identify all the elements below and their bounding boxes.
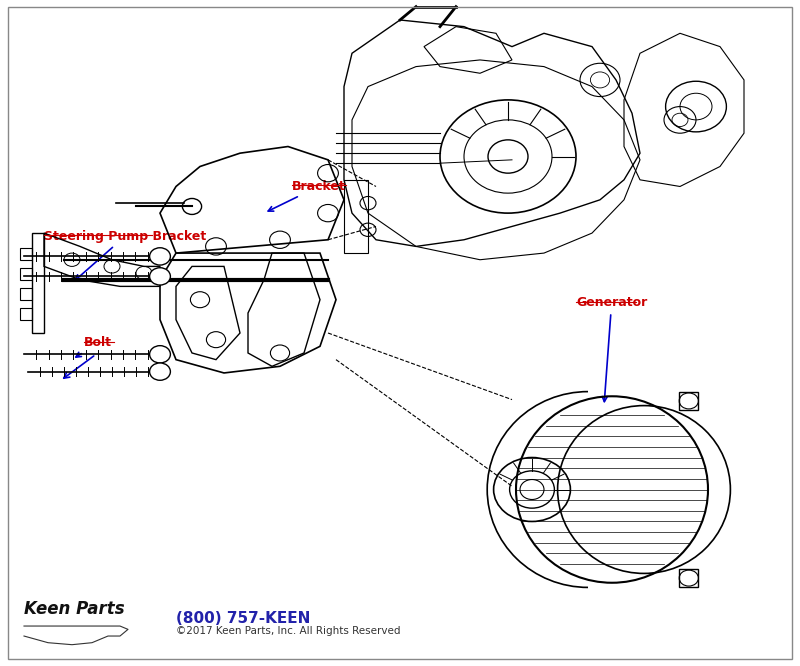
Circle shape — [150, 248, 170, 265]
Text: Generator: Generator — [576, 296, 647, 402]
Text: Keen Parts: Keen Parts — [24, 600, 125, 619]
Text: Bolt: Bolt — [76, 336, 112, 357]
Text: (800) 757-KEEN: (800) 757-KEEN — [176, 611, 310, 625]
Text: ©2017 Keen Parts, Inc. All Rights Reserved: ©2017 Keen Parts, Inc. All Rights Reserv… — [176, 626, 401, 637]
Text: Steering Pump Bracket: Steering Pump Bracket — [44, 230, 206, 280]
Text: Bracket: Bracket — [268, 180, 346, 211]
Circle shape — [150, 346, 170, 363]
Circle shape — [150, 268, 170, 285]
Circle shape — [150, 363, 170, 380]
